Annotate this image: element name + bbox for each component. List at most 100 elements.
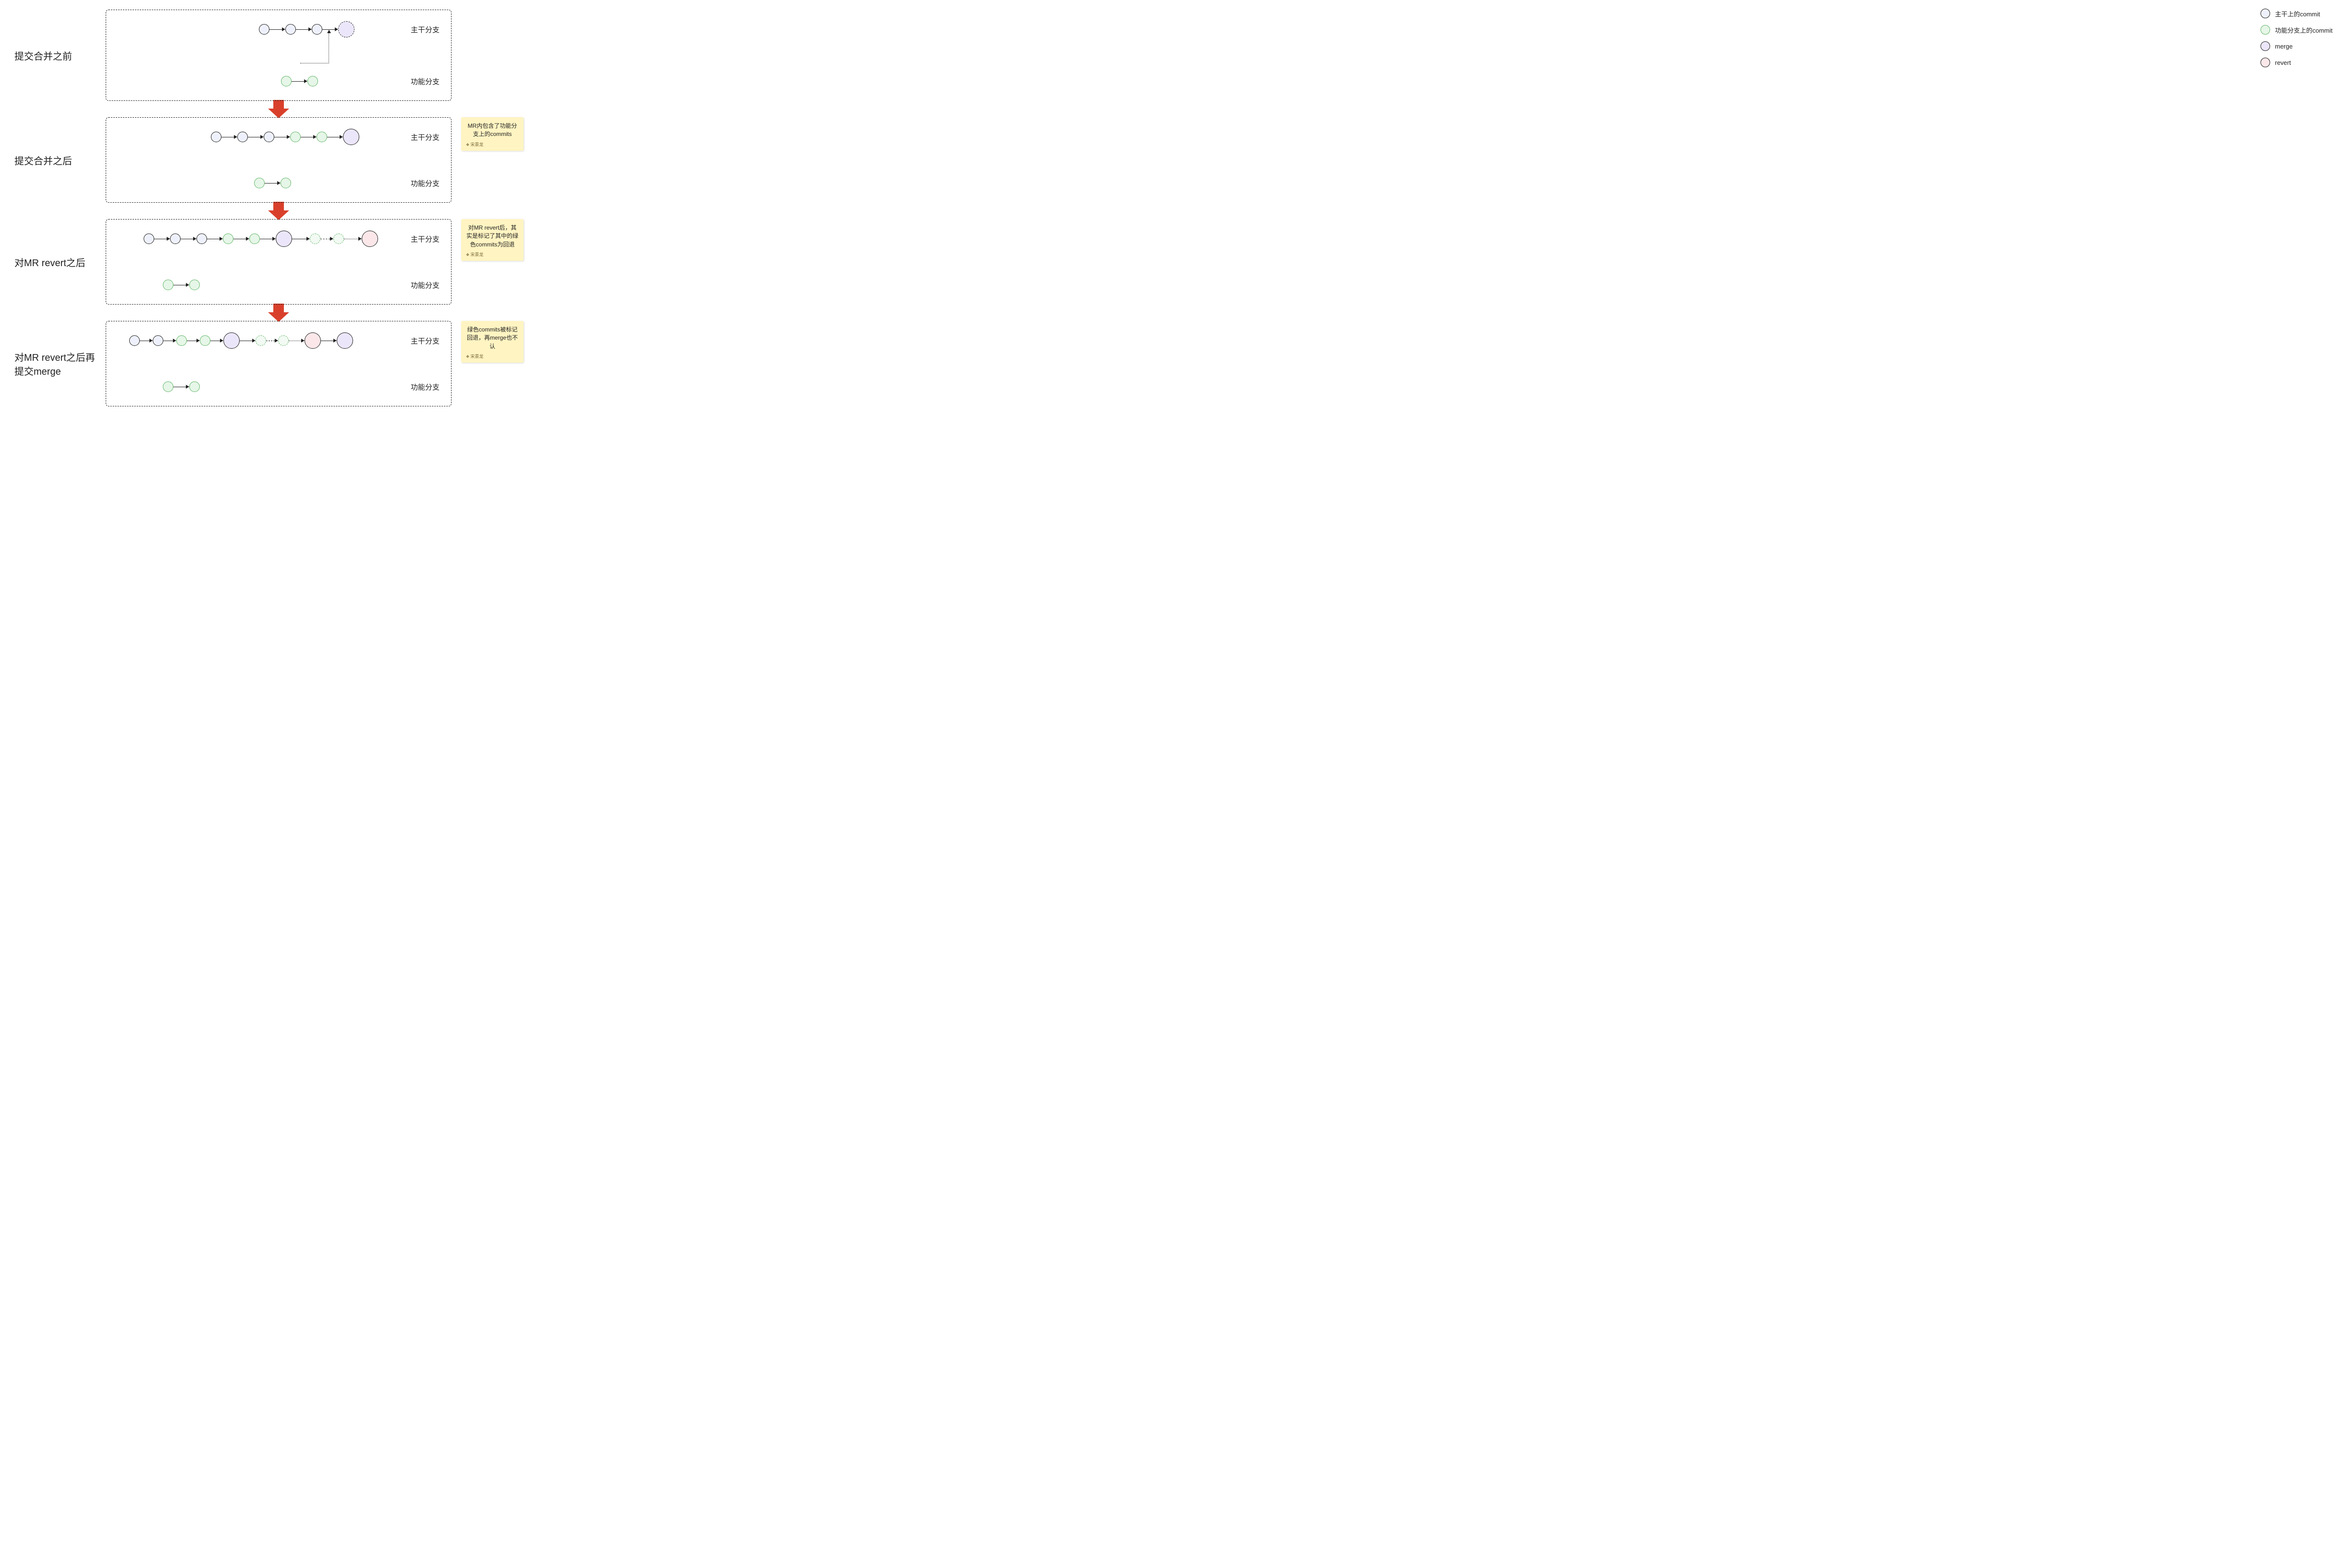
sticky-note: MR内包含了功能分支上的commits 宋景龙	[461, 117, 524, 151]
arrow	[173, 283, 189, 287]
legend-label: merge	[2275, 43, 2293, 50]
sticky-text: 对MR revert后，其实是标记了其中的绿色commits为回退	[466, 224, 519, 249]
sticky-text: MR内包含了功能分支上的commits	[466, 122, 519, 139]
merge-commit-node	[276, 231, 292, 247]
legend-item: revert	[2260, 58, 2333, 67]
trunk-commit-node	[312, 24, 322, 35]
feature-commit-node	[310, 233, 320, 244]
arrow	[173, 385, 189, 389]
section-title: 对MR revert之后	[10, 219, 96, 305]
section-title: 对MR revert之后再提交merge	[10, 321, 96, 406]
feature-commit-node	[256, 335, 266, 346]
arrow	[248, 135, 264, 139]
legend-item: 功能分支上的commit	[2260, 25, 2333, 35]
flow-arrow-down	[106, 100, 452, 118]
trunk-commit-node	[259, 24, 269, 35]
trunk-commit-node	[170, 233, 181, 244]
section-title: 提交合并之后	[10, 117, 96, 203]
arrow	[265, 181, 281, 185]
sticky-author: 宋景龙	[466, 142, 519, 148]
trunk-commit-node	[264, 132, 274, 142]
revert-commit-node	[305, 332, 321, 349]
diagram-panel: 主干分支功能分支	[106, 10, 452, 101]
legend-label: revert	[2275, 59, 2291, 66]
merge-commit-node	[338, 21, 354, 37]
arrow	[154, 237, 170, 241]
arrow	[296, 27, 312, 31]
legend-swatch	[2260, 58, 2270, 67]
arrow	[266, 339, 278, 343]
arrow	[233, 237, 249, 241]
arrow	[344, 237, 362, 241]
trunk-commit-node	[153, 335, 163, 346]
legend-swatch	[2260, 9, 2270, 18]
trunk-commit-node	[211, 132, 221, 142]
trunk-commit-node	[285, 24, 296, 35]
feature-commit-node	[176, 335, 187, 346]
row-label-feature: 功能分支	[411, 280, 442, 290]
row-label-trunk: 主干分支	[411, 234, 442, 244]
arrow	[292, 79, 307, 83]
feature-commit-node	[317, 132, 327, 142]
diagram-panel: 主干分支功能分支	[106, 321, 452, 406]
sticky-note: 绿色commits被标记回退，再merge也不认宋景龙	[461, 321, 524, 363]
revert-commit-node	[362, 231, 378, 247]
feature-commit-node	[189, 280, 200, 290]
feature-commit-node	[281, 76, 292, 86]
arrow	[327, 135, 343, 139]
row-label-trunk: 主干分支	[411, 24, 442, 35]
arrow	[321, 339, 337, 343]
feature-commit-node	[281, 178, 291, 188]
row-label-trunk: 主干分支	[411, 132, 442, 142]
diagram-panel: 主干分支功能分支	[106, 117, 452, 203]
legend-item: merge	[2260, 41, 2333, 51]
arrow	[292, 237, 310, 241]
feature-commit-node	[189, 381, 200, 392]
legend-swatch	[2260, 41, 2270, 51]
arrow	[207, 237, 223, 241]
row-label-feature: 功能分支	[411, 178, 442, 188]
trunk-commit-node	[237, 132, 248, 142]
flow-arrow-down	[106, 304, 452, 322]
legend-swatch	[2260, 25, 2270, 35]
feature-commit-node	[290, 132, 301, 142]
section-title: 提交合并之前	[10, 10, 96, 101]
arrow	[210, 339, 223, 343]
flow-arrow-down	[106, 202, 452, 220]
sticky-author: 宋景龙	[466, 354, 519, 360]
legend-label: 主干上的commit	[2275, 9, 2320, 18]
arrow	[163, 339, 176, 343]
feature-commit-node	[163, 381, 173, 392]
legend: 主干上的commit 功能分支上的commit merge revert	[2260, 9, 2333, 74]
row-label-trunk: 主干分支	[411, 336, 442, 346]
trunk-commit-node	[196, 233, 207, 244]
feature-commit-node	[254, 178, 265, 188]
feature-commit-node	[249, 233, 260, 244]
feature-commit-node	[278, 335, 289, 346]
row-label-feature: 功能分支	[411, 76, 442, 86]
sticky-author: 宋景龙	[466, 252, 519, 258]
trunk-commit-node	[129, 335, 140, 346]
sticky-note: 对MR revert后，其实是标记了其中的绿色commits为回退宋景龙	[461, 219, 524, 261]
arrow	[140, 339, 153, 343]
feature-commit-node	[307, 76, 318, 86]
merge-commit-node	[343, 129, 359, 145]
arrow	[289, 339, 305, 343]
sticky-text: 绿色commits被标记回退，再merge也不认	[466, 326, 519, 351]
arrow	[260, 237, 276, 241]
legend-item: 主干上的commit	[2260, 9, 2333, 18]
row-label-feature: 功能分支	[411, 382, 442, 392]
merge-commit-node	[223, 332, 240, 349]
feature-commit-node	[223, 233, 233, 244]
diagram-page: 提交合并之前主干分支功能分支提交合并之后主干分支功能分支MR内包含了功能分支上的…	[10, 10, 2336, 406]
arrow	[269, 27, 285, 31]
arrow	[274, 135, 290, 139]
legend-label: 功能分支上的commit	[2275, 25, 2333, 35]
diagram-panel: 主干分支功能分支	[106, 219, 452, 305]
feature-commit-node	[200, 335, 210, 346]
feature-commit-node	[163, 280, 173, 290]
arrow	[221, 135, 237, 139]
merge-commit-node	[337, 332, 353, 349]
arrow	[320, 237, 333, 241]
trunk-commit-node	[144, 233, 154, 244]
